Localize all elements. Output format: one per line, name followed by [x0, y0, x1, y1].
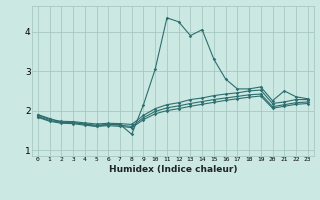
X-axis label: Humidex (Indice chaleur): Humidex (Indice chaleur)	[108, 165, 237, 174]
